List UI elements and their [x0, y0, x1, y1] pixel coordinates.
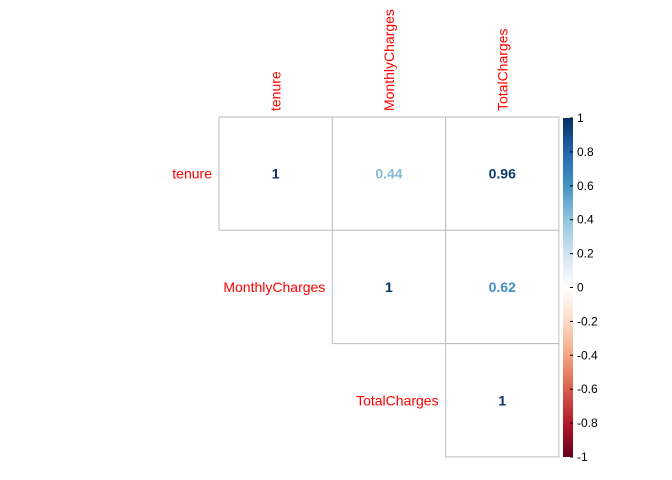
colorbar: 1 0.8 0.6 0.4 0.2 0 -0.2 -0.4 -0.6 -0.8 -1 [563, 111, 598, 464]
colorbar-tick-label: 0.2 [577, 247, 594, 261]
colorbar-gradient [563, 118, 573, 457]
cells-layer: 1 0.44 0.96 1 0.62 1 [218, 116, 560, 458]
colorbar-tick-label: 0.8 [577, 145, 594, 159]
colorbar-tick-label: 0.4 [577, 213, 594, 227]
cell-total-charges-total-charges [445, 343, 560, 458]
cell-value-tenure-tenure: 1 [272, 166, 280, 182]
column-label-tenure: tenure [268, 71, 284, 111]
cell-tenure-tenure [218, 116, 333, 231]
cell-value-total-charges-total-charges: 1 [498, 392, 506, 408]
column-label-total-charges: TotalCharges [494, 29, 510, 112]
cell-value-monthly-charges-monthly-charges: 1 [385, 279, 393, 295]
cell-tenure-monthly-charges [331, 116, 447, 231]
colorbar-tick-label: -0.4 [577, 348, 598, 362]
colorbar-tick-label: 0.6 [577, 179, 594, 193]
cell-value-tenure-total-charges: 0.96 [489, 166, 516, 182]
colorbar-tick-label: -0.8 [577, 416, 598, 430]
colorbar-tick-label: -0.2 [577, 314, 598, 328]
cell-monthly-charges-monthly-charges [331, 229, 447, 345]
row-label-monthly-charges: MonthlyCharges [223, 279, 325, 295]
labels-layer: tenure tenure MonthlyCharges MonthlyCharges… [172, 9, 510, 408]
row-label-total-charges: TotalCharges [356, 392, 439, 408]
cell-tenure-total-charges [445, 116, 560, 231]
colorbar-tick-label: -1 [577, 450, 588, 464]
colorbar-tick-label: 0 [577, 281, 584, 295]
cell-monthly-charges-total-charges [445, 229, 560, 345]
colorbar-tick-label: 1 [577, 111, 584, 125]
row-label-tenure: tenure [172, 166, 212, 182]
colorbar-tick-label: -0.6 [577, 382, 598, 396]
cell-value-monthly-charges-total-charges: 0.62 [489, 279, 516, 295]
column-label-monthly-charges: MonthlyCharges [381, 9, 397, 111]
cell-value-tenure-monthly-charges: 0.44 [375, 166, 402, 182]
